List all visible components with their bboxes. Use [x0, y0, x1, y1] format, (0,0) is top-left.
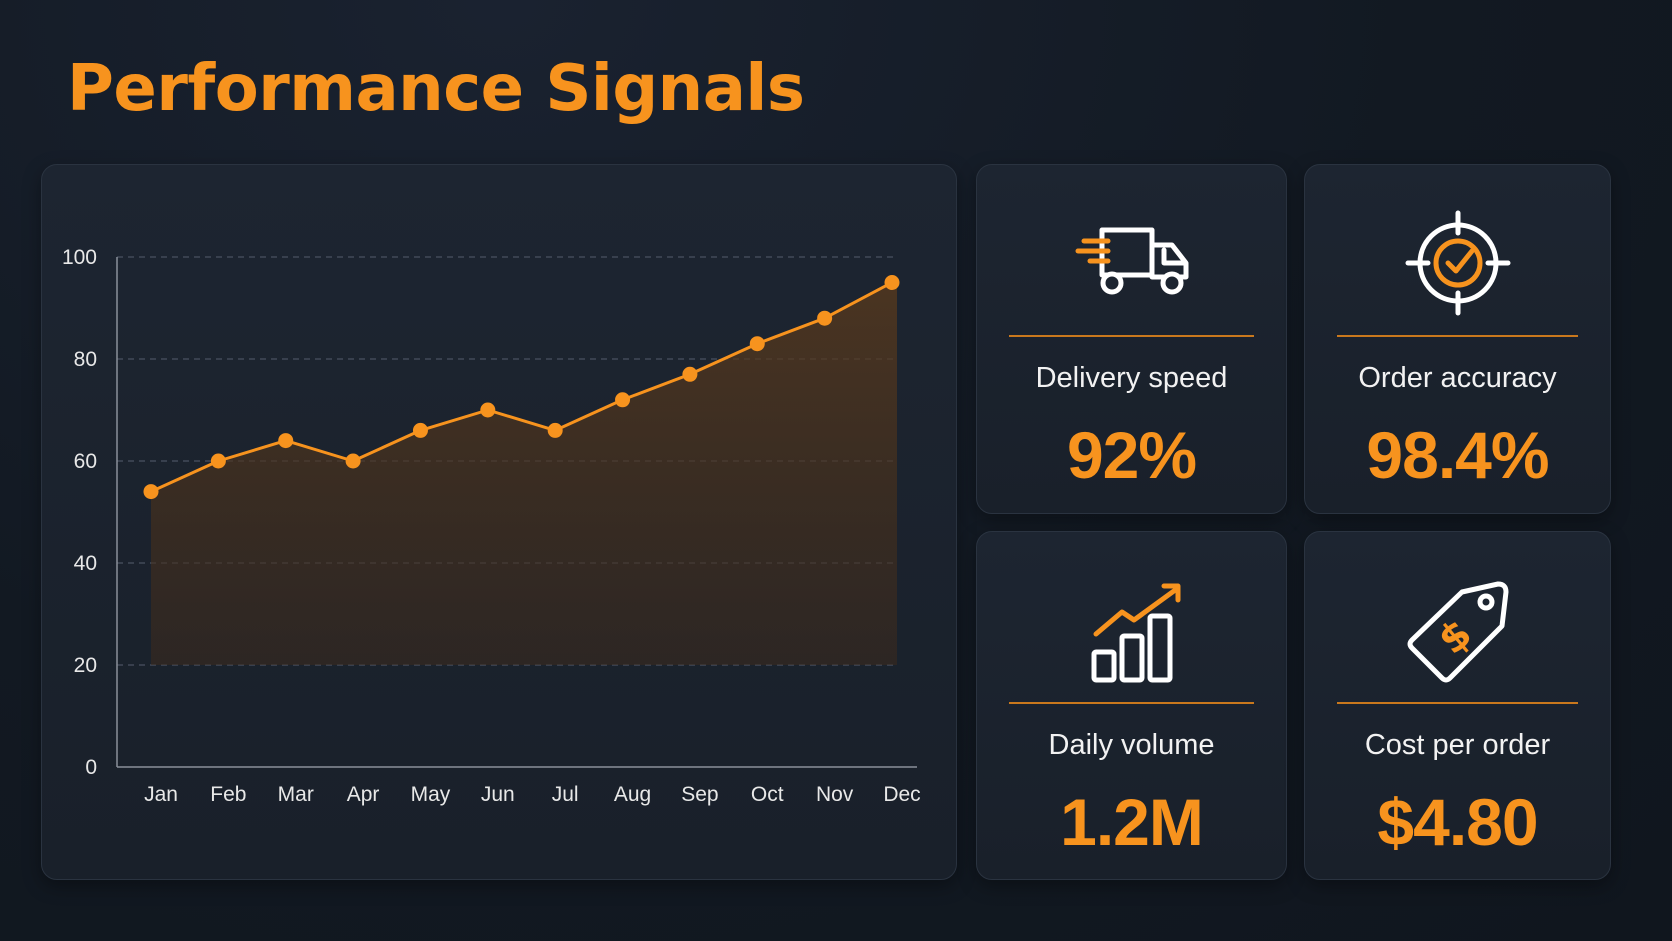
x-tick-label: Aug — [614, 783, 651, 806]
data-point — [480, 402, 496, 418]
card-divider — [1009, 702, 1254, 704]
data-point — [817, 310, 833, 326]
truck-icon — [1075, 227, 1188, 295]
x-tick-label: Apr — [347, 783, 380, 806]
card-divider — [1009, 335, 1254, 337]
data-point — [412, 422, 428, 438]
y-tick-label: 80 — [74, 348, 97, 371]
x-tick-label: Jun — [481, 783, 515, 806]
metric-card-delivery-speed: Delivery speed 92% — [976, 164, 1287, 514]
y-tick-label: 60 — [74, 450, 97, 473]
data-point — [345, 453, 361, 469]
metric-value: $4.80 — [1377, 785, 1538, 859]
price-tag-icon: $ — [1407, 581, 1508, 683]
y-tick-label: 0 — [85, 756, 97, 779]
x-tick-label: Nov — [816, 783, 854, 806]
metric-label: Cost per order — [1364, 729, 1551, 761]
metric-card-order-accuracy: Order accuracy 98.4% — [1304, 164, 1611, 514]
page-title: Performance Signals — [67, 52, 805, 126]
target-check-icon — [1405, 210, 1510, 316]
metric-value: 1.2M — [1060, 785, 1204, 859]
growth-bars-icon — [1091, 583, 1180, 683]
x-tick-label: Sep — [681, 783, 718, 806]
card-divider — [1337, 335, 1578, 337]
data-point — [547, 422, 563, 438]
data-point — [143, 484, 159, 500]
line-area-chart: 0 20 40 60 80 100 Jan Feb Mar Apr May Jun Jul Aug Sep O… — [62, 246, 921, 806]
x-tick-label: May — [411, 783, 451, 806]
metric-label: Daily volume — [1048, 729, 1215, 761]
data-point — [884, 275, 900, 290]
y-tick-label: 20 — [74, 654, 97, 677]
area-fill — [151, 282, 897, 665]
metric-value: 92% — [1066, 418, 1197, 492]
x-tick-label: Dec — [883, 783, 920, 806]
data-point — [749, 336, 765, 352]
x-tick-label: Oct — [751, 783, 784, 806]
y-tick-label: 100 — [62, 246, 97, 269]
x-tick-label: Mar — [278, 783, 314, 806]
x-tick-label: Jul — [552, 783, 579, 806]
metric-value: 98.4% — [1366, 418, 1549, 492]
metric-card-cost-per-order: $ Cost per order $4.80 — [1304, 531, 1611, 880]
metric-label: Order accuracy — [1358, 362, 1557, 394]
data-point — [615, 392, 631, 408]
x-tick-label: Jan — [144, 783, 178, 806]
y-tick-label: 40 — [74, 552, 97, 575]
card-divider — [1337, 702, 1578, 704]
x-tick-label: Feb — [210, 783, 246, 806]
metric-card-daily-volume: Daily volume 1.2M — [976, 531, 1287, 880]
metric-label: Delivery speed — [1035, 362, 1228, 394]
data-point — [278, 433, 294, 449]
chart-panel: 0 20 40 60 80 100 Jan Feb Mar Apr May Jun Jul Aug Sep O… — [41, 164, 957, 880]
data-point — [210, 453, 226, 469]
data-point — [682, 366, 698, 382]
series-line — [150, 281, 893, 493]
